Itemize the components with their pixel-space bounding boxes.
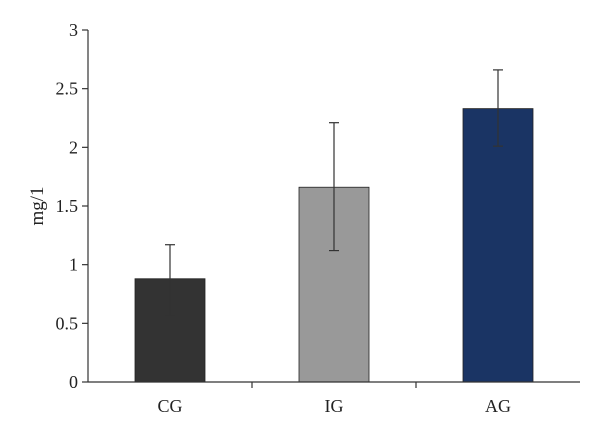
y-tick-label: 2 [69, 137, 78, 157]
y-tick-label: 3 [69, 20, 78, 40]
x-ticks-group: CG IG AG [157, 382, 511, 416]
y-tick-label: 2.5 [56, 79, 79, 99]
x-tick-label-cg: CG [157, 396, 182, 416]
y-axis-title: mg/1 [27, 186, 48, 225]
x-tick-label-ig: IG [325, 396, 344, 416]
y-tick-label: 1 [69, 255, 78, 275]
x-tick-label-ag: AG [485, 396, 511, 416]
y-ticks-group: 0 0.5 1 1.5 2 2.5 3 [56, 20, 88, 392]
y-tick-label: 0 [69, 372, 78, 392]
y-tick-label: 1.5 [56, 196, 79, 216]
y-tick-label: 0.5 [56, 313, 79, 333]
bar-ag [462, 108, 534, 383]
plot-area: 0 0.5 1 1.5 2 2.5 3 CG IG AG [56, 20, 580, 416]
error-bars-group [165, 69, 503, 317]
